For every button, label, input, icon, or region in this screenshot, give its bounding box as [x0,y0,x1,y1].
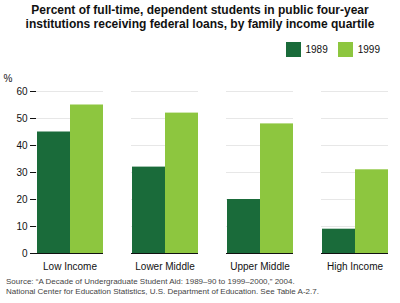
svg-text:60: 60 [16,86,28,97]
svg-text:10: 10 [16,221,28,232]
svg-text:Lower Middle: Lower Middle [135,261,195,272]
svg-text:High Income: High Income [327,261,384,272]
svg-text:20: 20 [16,194,28,205]
svg-text:Low Income: Low Income [43,261,97,272]
html-text:1989: 1989 [305,44,328,55]
svg-text:50: 50 [16,113,28,124]
svg-text:Upper Middle: Upper Middle [230,261,290,272]
svg-text:40: 40 [16,140,28,151]
svg-text:0: 0 [22,248,28,259]
svg-text:%: % [4,73,13,84]
html-text:1999: 1999 [357,44,380,55]
html-text:Source: “A Decade of Undergrad: Source: “A Decade of Undergraduate Stude… [6,277,319,296]
svg-text:30: 30 [16,167,28,178]
html-text:Percent of full-time, dependen: Percent of full-time, dependent students… [25,3,375,31]
